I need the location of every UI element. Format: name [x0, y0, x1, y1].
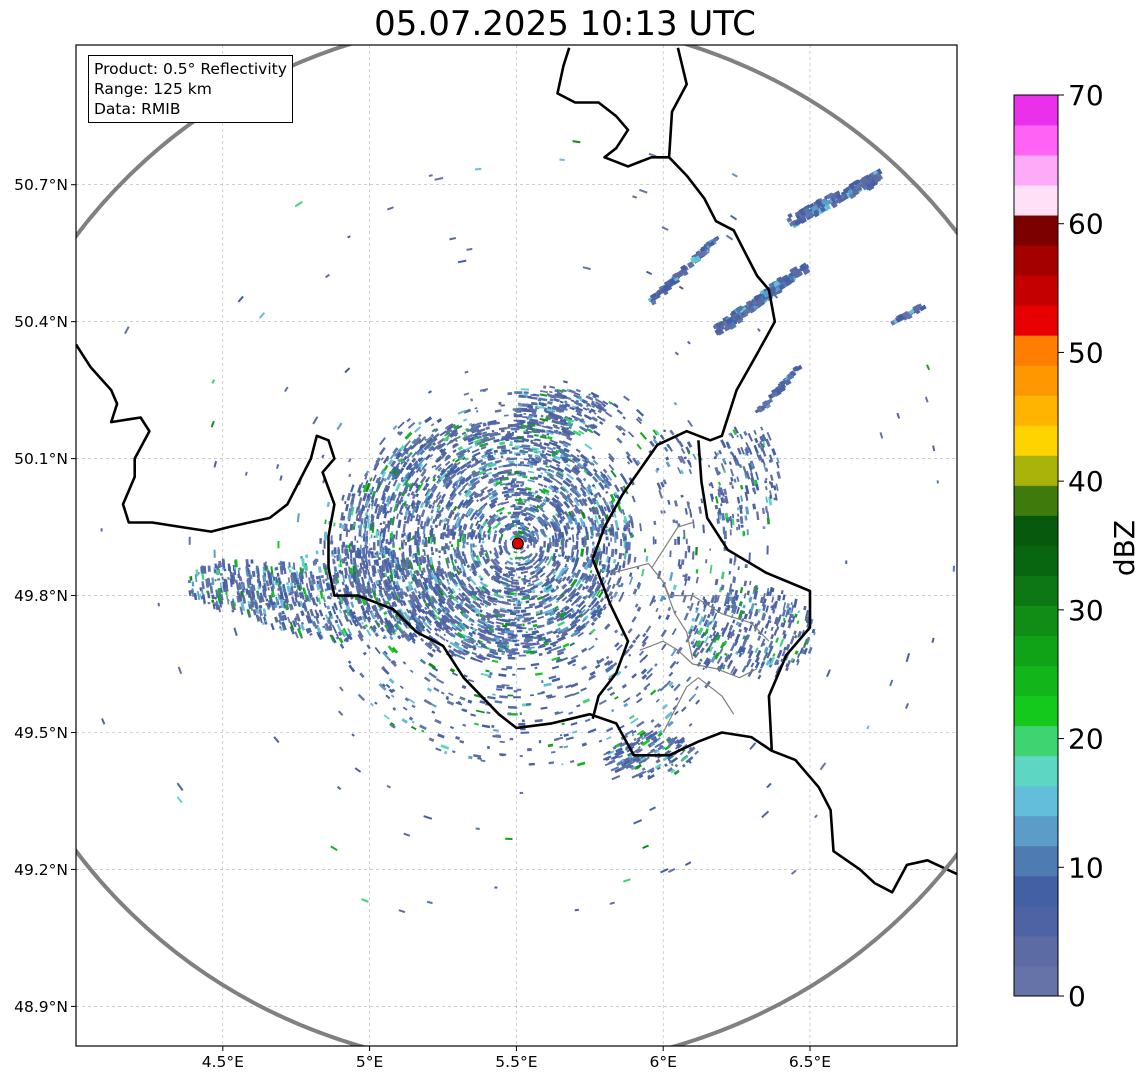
longitude-ticks: 4.5°E 5°E 5.5°E 6°E 6.5°E — [202, 1046, 831, 1071]
echo-cluster-2 — [236, 546, 472, 643]
colorbar-segment-12 — [1014, 605, 1058, 636]
province-border-0 — [613, 562, 770, 642]
y-tick-label-6: 48.9°N — [14, 998, 68, 1016]
radar-site-marker — [511, 537, 524, 550]
colorbar-segment-13 — [1014, 575, 1058, 606]
colorbar-segment-8 — [1014, 725, 1058, 757]
info-product: Product: 0.5° Reflectivity — [94, 60, 287, 78]
info-data: Data: RMIB — [94, 100, 181, 118]
x-tick-label-2: 5.5°E — [495, 1053, 537, 1071]
colorbar-segment-17 — [1014, 455, 1058, 486]
colorbar-tick-label-6: 60 — [1068, 208, 1104, 241]
radar-site-dot — [511, 537, 524, 550]
y-tick-label-5: 49.2°N — [14, 861, 68, 879]
y-tick-label-0: 50.7°N — [14, 176, 68, 194]
x-tick-label-0: 4.5°E — [202, 1053, 244, 1071]
country-border-0 — [76, 343, 957, 894]
colorbar-segment-5 — [1014, 815, 1058, 847]
colorbar-segment-28 — [1014, 125, 1058, 156]
colorbar-segment-9 — [1014, 695, 1058, 727]
colorbar: 0 10 20 30 40 50 60 70 dBZ — [1013, 79, 1141, 1013]
colorbar-segment-20 — [1014, 365, 1058, 396]
colorbar-segment-7 — [1014, 755, 1058, 787]
echo-cluster-5 — [685, 584, 816, 680]
country-borders — [76, 47, 957, 894]
colorbar-segment-2 — [1014, 905, 1058, 937]
colorbar-tick-label-1: 10 — [1068, 851, 1104, 884]
colorbar-segment-21 — [1014, 335, 1058, 366]
colorbar-tick-label-3: 30 — [1068, 594, 1104, 627]
x-tick-label-3: 6°E — [649, 1053, 676, 1071]
echo-cluster-7 — [708, 426, 781, 537]
map-title: 05.07.2025 10:13 UTC — [374, 4, 756, 44]
province-border-4 — [662, 581, 694, 660]
colorbar-segment-22 — [1014, 305, 1058, 336]
colorbar-tick-label-0: 0 — [1068, 980, 1086, 1013]
colorbar-segment-23 — [1014, 275, 1058, 306]
colorbar-segment-19 — [1014, 395, 1058, 426]
gridlines — [76, 45, 957, 1046]
colorbar-segment-0 — [1014, 965, 1058, 997]
country-border-2 — [697, 440, 812, 751]
colorbar-segment-3 — [1014, 875, 1058, 907]
colorbar-segment-4 — [1014, 845, 1058, 877]
echo-band-2 — [647, 235, 720, 306]
province-border-3 — [650, 521, 693, 569]
colorbar-label: dBZ — [1108, 520, 1141, 576]
province-border-1 — [639, 640, 758, 679]
province-borders — [613, 521, 770, 733]
colorbar-segment-15 — [1014, 515, 1058, 546]
country-border-1 — [591, 47, 777, 720]
y-tick-label-3: 49.8°N — [14, 587, 68, 605]
echo-band-3 — [754, 364, 803, 414]
colorbar-tick-label-4: 40 — [1068, 465, 1104, 498]
colorbar-tick-label-7: 70 — [1068, 79, 1104, 112]
colorbar-segment-14 — [1014, 545, 1058, 576]
colorbar-segment-25 — [1014, 215, 1058, 246]
latitude-ticks: 50.7°N 50.4°N 50.1°N 49.8°N 49.5°N 49.2°N 48.9… — [14, 176, 76, 1016]
colorbar-tick-label-2: 20 — [1068, 723, 1104, 756]
colorbar-segment-11 — [1014, 635, 1058, 667]
y-tick-label-1: 50.4°N — [14, 313, 68, 331]
colorbar-segment-6 — [1014, 785, 1058, 817]
colorbar-segment-29 — [1014, 95, 1058, 126]
echo-cluster-3 — [187, 558, 316, 617]
colorbar-frame — [1013, 94, 1059, 997]
y-tick-label-4: 49.5°N — [14, 724, 68, 742]
x-tick-label-4: 6.5°E — [789, 1053, 831, 1071]
echo-band-0 — [786, 168, 884, 229]
info-range: Range: 125 km — [94, 80, 212, 98]
info-box: Product: 0.5° Reflectivity Range: 125 km… — [88, 55, 293, 123]
echo-cluster-4 — [512, 388, 607, 439]
colorbar-segment-24 — [1014, 245, 1058, 276]
colorbar-tick-label-5: 50 — [1068, 336, 1104, 369]
y-tick-label-2: 50.1°N — [14, 450, 68, 468]
colorbar-segment-16 — [1014, 485, 1058, 516]
province-border-2 — [662, 677, 735, 733]
echo-band-4 — [890, 303, 927, 326]
colorbar-segment-27 — [1014, 155, 1058, 186]
echo-band-1 — [712, 262, 811, 336]
colorbar-segment-18 — [1014, 425, 1058, 456]
x-tick-label-1: 5°E — [356, 1053, 383, 1071]
colorbar-segment-1 — [1014, 935, 1058, 967]
reflectivity-echoes — [100, 140, 956, 914]
colorbar-segment-26 — [1014, 185, 1058, 216]
echo-cluster-1 — [313, 385, 752, 767]
country-border-3 — [556, 47, 670, 168]
colorbar-segment-10 — [1014, 665, 1058, 697]
